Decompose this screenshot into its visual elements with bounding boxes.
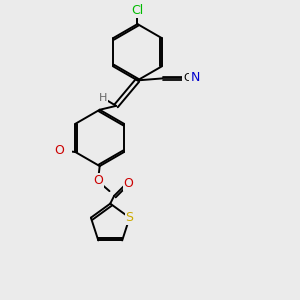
Text: C: C [183, 73, 191, 82]
Text: H: H [99, 93, 107, 103]
Text: S: S [126, 211, 134, 224]
Text: Cl: Cl [131, 4, 144, 17]
Text: N: N [190, 71, 200, 84]
Text: O: O [54, 143, 64, 157]
Text: O: O [93, 174, 103, 188]
Text: O: O [124, 177, 134, 190]
